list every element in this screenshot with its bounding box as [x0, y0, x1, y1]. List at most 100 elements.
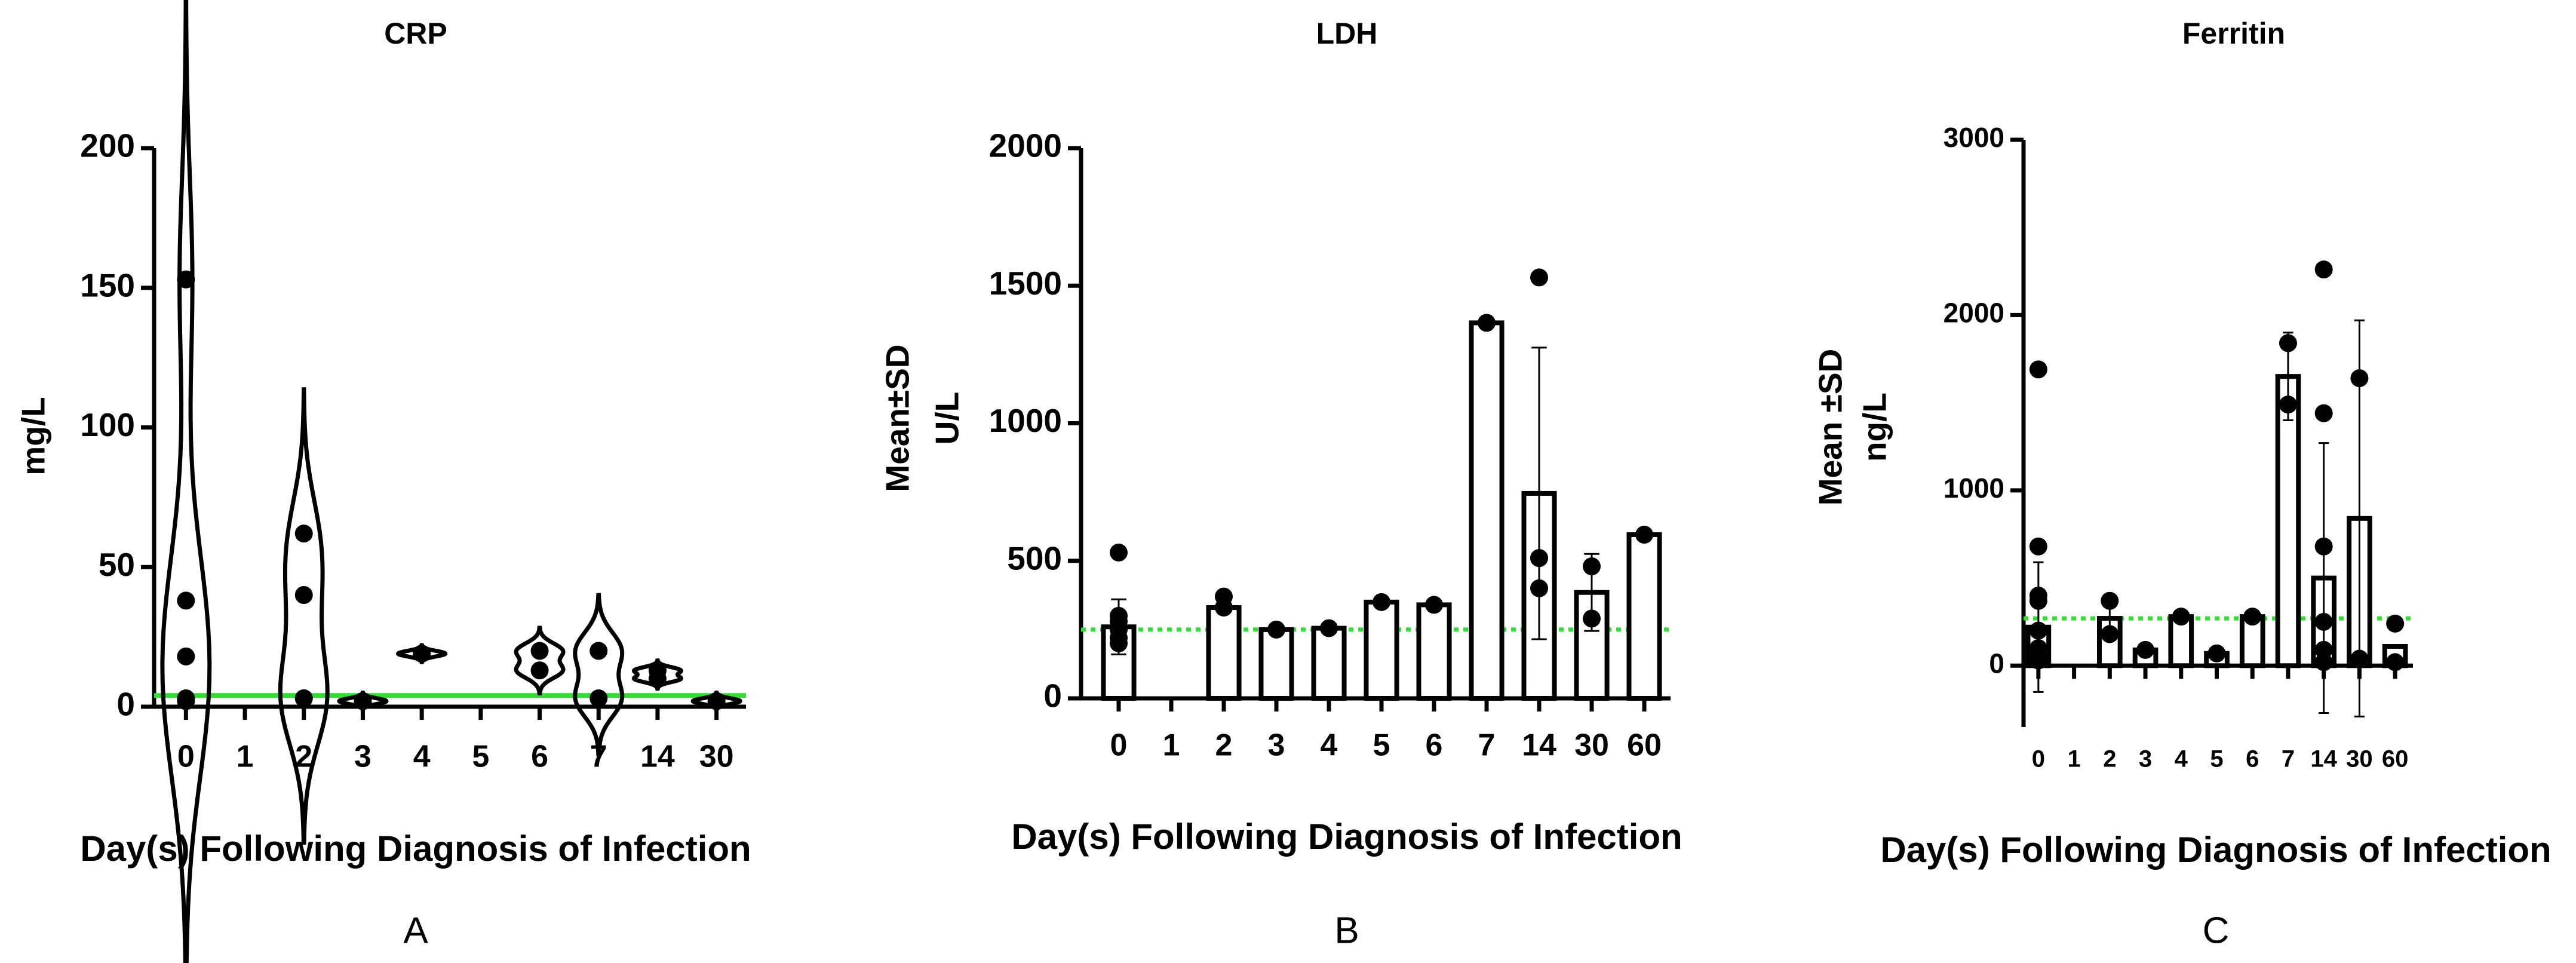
data-point [2029, 591, 2047, 610]
chart-title: CRP [384, 17, 447, 50]
data-point [2314, 653, 2333, 671]
bar [1258, 627, 1294, 701]
data-point [1110, 634, 1128, 652]
data-point [2029, 537, 2047, 556]
y-tick-label: 0 [1989, 648, 2004, 679]
x-tick-label: 0 [1110, 728, 1128, 763]
x-tick-label: 3 [2139, 746, 2152, 772]
y-tick-label: 500 [1007, 539, 1062, 576]
x-tick-label: 14 [1522, 728, 1556, 763]
violin [631, 658, 684, 691]
chart-title: Ferritin [2182, 17, 2285, 50]
panel-label: A [403, 910, 428, 951]
y-tick-label: 50 [99, 546, 135, 583]
data-point [1530, 268, 1548, 287]
data-point [2314, 260, 2333, 279]
x-tick-label: 2 [2103, 746, 2116, 772]
y-tick-label: 200 [80, 127, 135, 164]
x-tick-label: 2 [1215, 728, 1233, 763]
y-tick-label: 1000 [1943, 473, 2004, 504]
y-axis-label: U/L [929, 392, 966, 445]
data-point [589, 642, 608, 660]
bar [1626, 532, 1662, 701]
data-point [2279, 395, 2297, 414]
data-point [2029, 621, 2047, 640]
bar [1206, 605, 1242, 701]
bar [1469, 320, 1505, 701]
x-tick-label: 0 [177, 740, 195, 774]
y-tick-label: 1000 [989, 402, 1062, 439]
bar [1416, 602, 1452, 701]
data-point [2279, 334, 2297, 352]
x-tick-label: 5 [472, 740, 489, 774]
panel-label: B [1334, 910, 1359, 951]
y-axis-label: Mean ±SD [1812, 349, 1849, 505]
x-tick-label: 60 [1627, 728, 1662, 763]
violin [278, 387, 330, 845]
data-point [2386, 653, 2405, 671]
data-point [530, 661, 549, 680]
data-point [2101, 591, 2119, 610]
data-point [1583, 557, 1601, 575]
x-tick-label: 60 [2382, 746, 2409, 772]
x-tick-label: 5 [2210, 746, 2223, 772]
data-point [1478, 314, 1496, 332]
data-point [1320, 619, 1338, 637]
x-tick-label: 5 [1373, 728, 1390, 763]
data-point [2243, 608, 2262, 626]
data-point [1110, 543, 1128, 562]
data-point [1530, 579, 1548, 597]
bar [1311, 625, 1347, 701]
x-tick-label: 30 [1574, 728, 1609, 763]
x-tick-label: 1 [1163, 728, 1180, 763]
data-point [2029, 651, 2047, 670]
data-point [707, 692, 726, 710]
data-point [2101, 625, 2119, 643]
data-point [294, 689, 313, 707]
y-tick-label: 1500 [989, 265, 1062, 302]
data-point [177, 270, 195, 289]
x-tick-label: 1 [2067, 746, 2080, 772]
data-point [2172, 608, 2190, 626]
data-point [1635, 526, 1653, 544]
y-axis-label: Mean±SD [879, 344, 916, 492]
x-tick-label: 14 [640, 740, 675, 774]
x-tick-label: 4 [413, 740, 431, 774]
bar [1101, 624, 1137, 701]
data-point [589, 689, 608, 707]
data-point [1530, 549, 1548, 568]
data-point [2350, 649, 2369, 668]
data-point [2314, 537, 2333, 556]
y-tick-label: 2000 [1943, 298, 2004, 329]
data-point [354, 692, 372, 710]
chart-title: LDH [1316, 17, 1378, 50]
violin [573, 593, 625, 756]
y-tick-label: 0 [1043, 677, 1062, 714]
x-tick-label: 0 [2032, 746, 2045, 772]
data-point [1425, 596, 1443, 614]
x-tick-label: 4 [1321, 728, 1338, 763]
data-point [2314, 612, 2333, 631]
data-point [2207, 644, 2226, 663]
data-point [1267, 620, 1285, 639]
data-point [2029, 360, 2047, 379]
y-tick-label: 150 [80, 266, 135, 303]
data-point [2314, 640, 2333, 659]
x-tick-label: 30 [2346, 746, 2373, 772]
x-tick-label: 7 [1478, 728, 1496, 763]
data-point [2386, 614, 2405, 633]
x-tick-label: 3 [354, 740, 371, 774]
x-tick-label: 14 [2310, 746, 2337, 772]
y-tick-label: 100 [80, 406, 135, 443]
data-point [177, 692, 195, 710]
x-axis-label: Day(s) Following Diagnosis of Infection [1011, 817, 1682, 857]
data-point [2136, 640, 2155, 659]
data-point [177, 591, 195, 610]
violin [160, 0, 212, 963]
data-point [294, 586, 313, 604]
y-axis-label: mg/L [15, 397, 52, 475]
data-point [2350, 369, 2369, 388]
x-tick-label: 6 [531, 740, 548, 774]
x-axis-label: Day(s) Following Diagnosis of Infection [1880, 830, 2551, 870]
